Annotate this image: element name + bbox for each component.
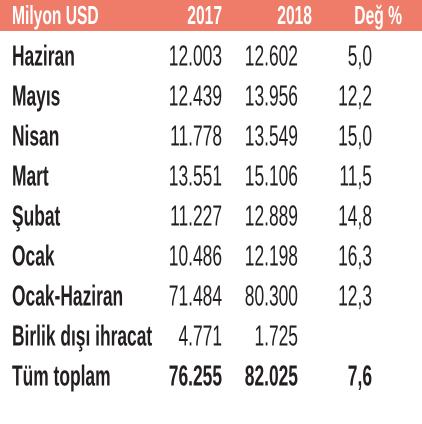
row-label: Tüm toplam [12,360,111,393]
cell-value: 15.106 [245,160,298,193]
cell-value: 11.227 [170,200,222,233]
cell-value: 12,3 [338,280,372,313]
cell-value: 13.549 [245,120,298,153]
row-label: Mayıs [12,80,60,113]
cell-value: 76.255 [169,360,222,393]
cell-value: 12.602 [245,40,298,73]
cell-value: 14,8 [338,200,372,233]
header-cell: Değ % [354,1,402,30]
cell-value: 10.486 [169,240,222,273]
cell-value: 11,5 [339,160,372,193]
cell-value: 12.889 [245,200,298,233]
header-band [0,0,422,31]
cell-value: 80.300 [245,280,298,313]
cell-value: 16,3 [338,240,372,273]
cell-value: 1.725 [254,320,298,353]
cell-value: 15,0 [338,120,372,153]
header-cell: 2017 [187,1,222,30]
cell-value: 13.956 [245,80,298,113]
cell-value: 12.198 [245,240,298,273]
cell-value: 4.771 [178,320,222,353]
cell-value: 71.484 [169,280,222,313]
row-label: Ocak [12,240,55,273]
row-label: Ocak-Haziran [12,280,123,313]
cell-value: 11.778 [170,120,222,153]
cell-value: 7,6 [348,360,372,393]
cell-value: 12.003 [169,40,222,73]
cell-value: 5,0 [348,40,372,73]
cell-value: 12.439 [169,80,222,113]
cell-value: 13.551 [169,160,222,193]
row-label: Şubat [12,200,60,233]
table-body: Milyon USD 2017 2018 Değ % Haziran 12.003 12.6… [12,1,402,393]
row-label: Mart [12,160,49,193]
row-label: Nisan [12,120,59,153]
row-label: Birlik dışı ihracat [12,320,152,353]
row-label: Haziran [12,40,75,73]
cell-value: 82.025 [245,360,298,393]
header-cell: 2018 [277,1,312,30]
cell-value: 12,2 [338,80,372,113]
header-cell: Milyon USD [12,1,99,30]
